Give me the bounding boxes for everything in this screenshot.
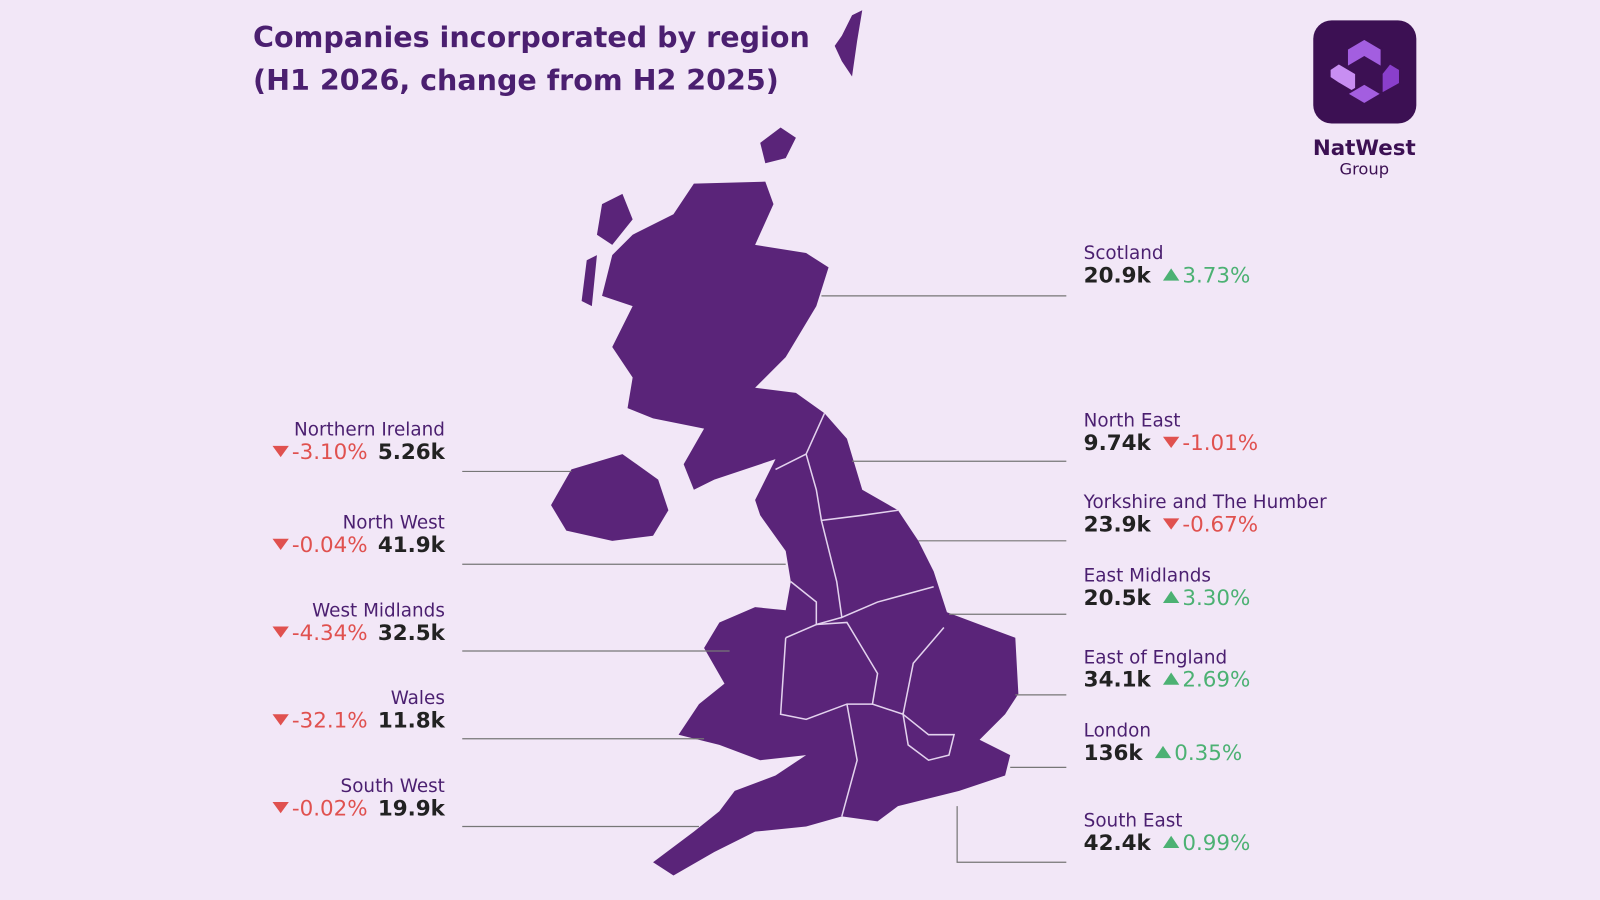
change-arrow	[1154, 745, 1172, 759]
region-change: 0.35%	[1174, 741, 1242, 766]
change-arrow	[1162, 590, 1180, 604]
change-arrow	[1162, 268, 1180, 281]
region-name: East Midlands	[1084, 566, 1211, 587]
region-name: North West	[343, 513, 445, 534]
great-britain	[602, 181, 1019, 876]
region-count: 20.5k	[1084, 586, 1152, 611]
northern-ireland	[551, 454, 669, 541]
region-change: -4.34%	[292, 621, 368, 646]
region-name: West Midlands	[312, 600, 445, 621]
region-change: -32.1%	[292, 709, 368, 734]
leader-line	[956, 806, 1067, 863]
region-count: 20.9k	[1084, 264, 1152, 289]
region-count: 32.5k	[378, 621, 446, 646]
change-arrow	[272, 802, 289, 814]
region-count: 5.26k	[378, 440, 446, 465]
region-change: -0.67%	[1182, 513, 1258, 538]
region-change: -0.04%	[292, 533, 368, 558]
region-count: 11.8k	[378, 709, 446, 734]
change-arrow	[1162, 436, 1180, 448]
logo-tile	[1313, 20, 1417, 124]
region-change: 0.99%	[1182, 831, 1250, 856]
change-arrow	[1162, 518, 1180, 530]
region-count: 42.4k	[1084, 831, 1152, 856]
region-count: 19.9k	[378, 796, 446, 821]
title-line: (H1 2026, change from H2 2025)	[253, 63, 779, 97]
region-name: East of England	[1084, 647, 1228, 668]
hebrides	[581, 193, 633, 307]
change-arrow	[1162, 835, 1180, 848]
region-name: Scotland	[1084, 243, 1164, 264]
region-change: -1.01%	[1182, 431, 1258, 456]
region-count: 23.9k	[1084, 513, 1152, 538]
region-change: -3.10%	[292, 440, 368, 465]
region-count: 9.74k	[1084, 431, 1152, 456]
logo-subtitle: Group	[1339, 159, 1389, 178]
shetland	[834, 10, 863, 77]
change-arrow	[272, 445, 289, 458]
orkney	[760, 127, 796, 164]
region-count: 41.9k	[378, 533, 446, 558]
change-arrow	[1162, 672, 1180, 685]
region-name: Yorkshire and The Humber	[1083, 492, 1327, 513]
region-change: 3.30%	[1182, 586, 1250, 611]
region-name: London	[1084, 721, 1151, 742]
logo: NatWest Group	[1313, 20, 1417, 178]
region-count: 34.1k	[1084, 668, 1152, 693]
title-line: Companies incorporated by region	[253, 20, 810, 54]
region-change: -0.02%	[292, 796, 368, 821]
region-name: South East	[1084, 811, 1183, 832]
uk-map	[551, 10, 1019, 876]
change-arrow	[272, 714, 289, 726]
change-arrow	[272, 626, 289, 638]
change-arrow	[272, 538, 289, 550]
region-name: South West	[341, 776, 445, 797]
region-name: Northern Ireland	[294, 420, 445, 441]
region-borders	[775, 412, 956, 817]
region-name: Wales	[391, 688, 445, 709]
region-change: 3.73%	[1182, 264, 1250, 289]
region-name: North East	[1084, 411, 1181, 432]
logo-mark	[1328, 37, 1402, 106]
region-change: 2.69%	[1182, 668, 1250, 693]
region-count: 136k	[1084, 741, 1144, 766]
logo-name: NatWest	[1313, 136, 1416, 161]
